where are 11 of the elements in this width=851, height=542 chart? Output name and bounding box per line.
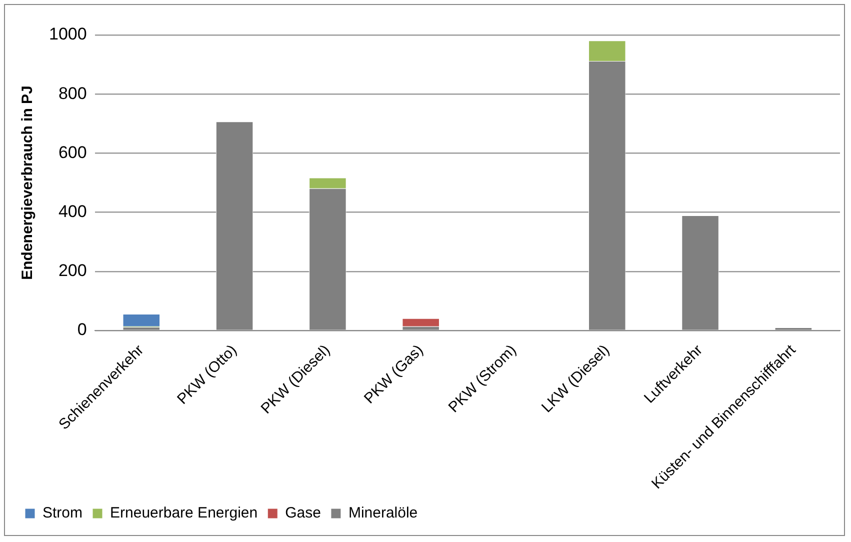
y-tick-label: 400 [58,202,87,221]
legend-label: Gase [285,504,321,522]
y-tick-label: 800 [58,84,87,103]
legend-label: Mineralöle [348,504,418,522]
y-axis-title: Endenergieverbrauch in PJ [19,86,36,280]
legend-label: Erneuerbare Energien [110,504,258,522]
y-tick-label: 1000 [48,24,87,44]
y-tick-label: 0 [77,320,87,340]
y-tick-label: 600 [58,142,87,162]
legend-label: Strom [42,504,83,522]
y-tick-label: 200 [58,261,87,280]
